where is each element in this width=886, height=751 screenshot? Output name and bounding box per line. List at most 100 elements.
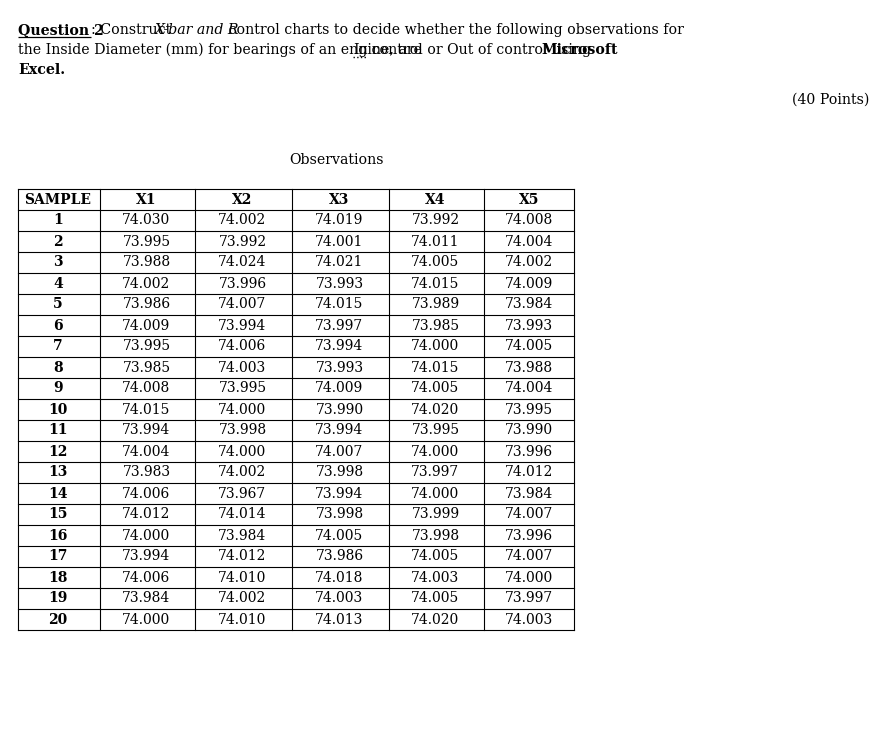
Text: 9: 9 [53,382,63,396]
Text: 74.012: 74.012 [218,550,267,563]
Text: 73.994: 73.994 [315,424,363,438]
Text: 74.011: 74.011 [411,234,459,249]
Text: 73.993: 73.993 [315,276,363,291]
Text: 73.996: 73.996 [218,276,267,291]
Text: X2: X2 [232,192,253,207]
Text: 74.008: 74.008 [122,382,170,396]
Text: 74.007: 74.007 [218,297,267,312]
Text: Excel.: Excel. [18,63,65,77]
Text: the Inside Diameter (mm) for bearings of an engine, are: the Inside Diameter (mm) for bearings of… [18,43,426,57]
Text: Microsoft: Microsoft [540,43,617,57]
Text: 74.000: 74.000 [504,571,553,584]
Text: 74.015: 74.015 [122,403,170,417]
Text: 5: 5 [53,297,63,312]
Text: SAMPLE: SAMPLE [25,192,91,207]
Text: 73.984: 73.984 [218,529,267,542]
Text: 4: 4 [53,276,63,291]
Text: 74.015: 74.015 [315,297,363,312]
Text: 74.002: 74.002 [218,592,267,605]
Text: 74.003: 74.003 [315,592,363,605]
Text: 74.007: 74.007 [504,508,553,521]
Text: 74.002: 74.002 [122,276,170,291]
Text: 74.004: 74.004 [504,234,553,249]
Text: 73.992: 73.992 [411,213,459,228]
Text: 74.015: 74.015 [411,276,459,291]
Text: 74.000: 74.000 [411,339,459,354]
Text: 73.997: 73.997 [411,466,459,479]
Text: 73.990: 73.990 [315,403,363,417]
Text: 73.984: 73.984 [504,297,553,312]
Text: 11: 11 [48,424,67,438]
Text: 8: 8 [53,360,63,375]
Text: 3: 3 [53,255,63,270]
Text: 74.003: 74.003 [218,360,267,375]
Text: 73.998: 73.998 [411,529,459,542]
Text: 7: 7 [53,339,63,354]
Text: 73.967: 73.967 [218,487,267,500]
Text: In: In [353,43,368,57]
Text: 73.986: 73.986 [122,297,170,312]
Text: 74.003: 74.003 [411,571,459,584]
Text: 74.005: 74.005 [315,529,363,542]
Text: 74.010: 74.010 [218,613,267,626]
Text: 74.000: 74.000 [411,445,459,459]
Text: 6: 6 [53,318,63,333]
Text: 73.994: 73.994 [315,487,363,500]
Text: 14: 14 [48,487,67,500]
Text: 74.008: 74.008 [504,213,553,228]
Text: 73.995: 73.995 [122,234,170,249]
Text: 74.010: 74.010 [218,571,267,584]
Text: 74.019: 74.019 [315,213,363,228]
Text: 74.007: 74.007 [504,550,553,563]
Text: control charts to decide whether the following observations for: control charts to decide whether the fol… [224,23,683,37]
Text: X5: X5 [518,192,539,207]
Text: 1: 1 [53,213,63,228]
Text: 74.009: 74.009 [122,318,170,333]
Text: 73.997: 73.997 [504,592,553,605]
Text: 74.000: 74.000 [122,529,170,542]
Text: control or Out of control using: control or Out of control using [367,43,595,57]
Text: 73.983: 73.983 [122,466,170,479]
Text: 73.994: 73.994 [218,318,267,333]
Text: 74.001: 74.001 [315,234,363,249]
Text: 74.018: 74.018 [315,571,363,584]
Text: 73.994: 73.994 [315,339,363,354]
Text: (40 Points): (40 Points) [790,93,868,107]
Text: 73.998: 73.998 [315,508,363,521]
Text: 73.992: 73.992 [218,234,267,249]
Text: 73.986: 73.986 [315,550,363,563]
Text: 74.014: 74.014 [218,508,267,521]
Text: Observations: Observations [290,153,384,167]
Text: 73.989: 73.989 [411,297,459,312]
Text: 15: 15 [48,508,67,521]
Text: 74.005: 74.005 [411,592,459,605]
Text: 73.993: 73.993 [504,318,553,333]
Text: 74.020: 74.020 [411,403,459,417]
Text: 74.009: 74.009 [315,382,363,396]
Text: X3: X3 [329,192,349,207]
Text: 73.988: 73.988 [504,360,553,375]
Text: 74.020: 74.020 [411,613,459,626]
Text: 74.002: 74.002 [218,466,267,479]
Text: 74.006: 74.006 [122,487,170,500]
Text: 74.006: 74.006 [218,339,267,354]
Text: 73.998: 73.998 [218,424,267,438]
Text: 74.005: 74.005 [411,255,459,270]
Text: 20: 20 [49,613,67,626]
Text: 74.002: 74.002 [504,255,553,270]
Text: X-bar and R: X-bar and R [155,23,239,37]
Text: 19: 19 [48,592,67,605]
Text: X4: X4 [424,192,446,207]
Text: 73.994: 73.994 [122,424,170,438]
Text: 74.007: 74.007 [315,445,363,459]
Text: 73.993: 73.993 [315,360,363,375]
Text: 74.000: 74.000 [411,487,459,500]
Text: 12: 12 [48,445,67,459]
Text: 16: 16 [48,529,67,542]
Text: 2: 2 [53,234,63,249]
Text: 73.984: 73.984 [504,487,553,500]
Text: 73.988: 73.988 [122,255,170,270]
Text: 73.995: 73.995 [122,339,170,354]
Text: 73.990: 73.990 [504,424,553,438]
Text: 74.005: 74.005 [411,382,459,396]
